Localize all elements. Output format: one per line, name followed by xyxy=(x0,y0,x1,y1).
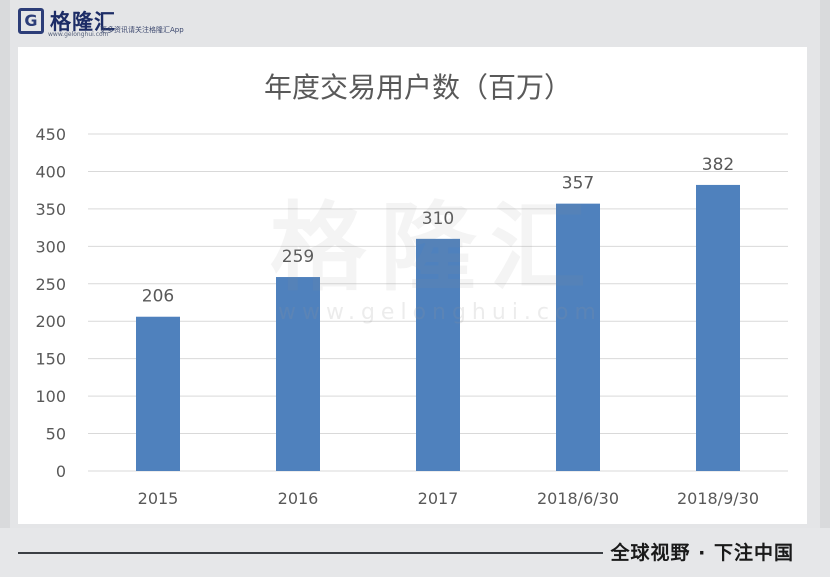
y-tick-label: 100 xyxy=(35,387,66,406)
y-tick-label: 300 xyxy=(35,237,66,256)
data-labels: 206 259 310 357 382 xyxy=(142,155,734,307)
brand-name: 格隆汇 xyxy=(50,10,116,34)
y-tick-label: 50 xyxy=(46,425,66,444)
x-tick-label: 2018/6/30 xyxy=(537,489,619,508)
data-label: 382 xyxy=(702,155,734,175)
brand-header: G 格隆汇 www.gelonghui.com 更多资讯请关注格隆汇App xyxy=(18,4,238,42)
bar xyxy=(276,277,320,471)
footer-slogan: 全球视野 · 下注中国 xyxy=(610,542,794,564)
bar xyxy=(696,184,740,471)
bar xyxy=(136,316,180,471)
y-axis-ticks: 0 50 100 150 200 250 300 350 400 450 xyxy=(35,125,66,481)
bar xyxy=(556,203,600,471)
y-tick-label: 250 xyxy=(35,275,66,294)
brand-url: www.gelonghui.com xyxy=(48,31,109,38)
y-tick-label: 350 xyxy=(35,200,66,219)
bars xyxy=(136,184,740,471)
y-tick-label: 0 xyxy=(56,462,66,481)
bar xyxy=(416,238,460,471)
watermark-url: www.gelonghui.com xyxy=(278,300,602,325)
data-label: 259 xyxy=(282,247,314,267)
brand-logo-icon: G xyxy=(18,8,44,34)
y-tick-label: 200 xyxy=(35,312,66,331)
data-label: 206 xyxy=(142,287,174,307)
x-tick-label: 2018/9/30 xyxy=(677,489,759,508)
chart-title: 年度交易用户数（百万） xyxy=(264,71,572,104)
y-tick-label: 150 xyxy=(35,350,66,369)
x-axis-ticks: 2015 2016 2017 2018/6/30 2018/9/30 xyxy=(138,489,759,508)
left-edge xyxy=(0,0,10,577)
right-edge xyxy=(820,0,830,577)
y-tick-label: 400 xyxy=(35,162,66,181)
data-label: 357 xyxy=(562,174,594,194)
bar-chart: 年度交易用户数（百万） 050100150200250300350400450 … xyxy=(35,71,788,508)
chart-card: 年度交易用户数（百万） 0 50 100 150 200 250 300 350 400 450 … xyxy=(18,47,807,524)
x-tick-label: 2016 xyxy=(278,489,319,508)
x-tick-label: 2015 xyxy=(138,489,179,508)
x-tick-label: 2017 xyxy=(418,489,459,508)
data-label: 310 xyxy=(422,209,454,229)
brand-tagline: 更多资讯请关注格隆汇App xyxy=(100,26,184,34)
footer-divider xyxy=(18,552,603,554)
y-tick-label: 450 xyxy=(35,125,66,144)
